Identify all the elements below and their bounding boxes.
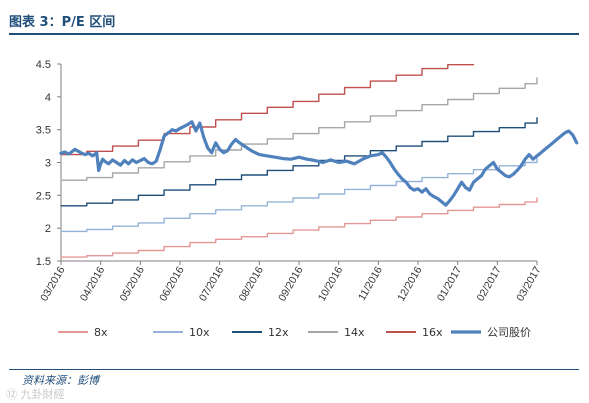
legend: 8x 10x 12x 14x 16x 公司股价 bbox=[58, 326, 531, 339]
series-line-3 bbox=[60, 77, 538, 181]
x-tick-label: 12/2016 bbox=[395, 264, 424, 303]
x-tick-label: 07/2016 bbox=[197, 264, 226, 303]
y-tick-label: 3 bbox=[45, 158, 51, 170]
y-tick-label: 3.5 bbox=[36, 125, 51, 137]
y-tick-label: 2 bbox=[45, 223, 51, 235]
series-line-0 bbox=[60, 197, 538, 258]
series-line-2 bbox=[60, 117, 538, 207]
title-divider bbox=[9, 33, 579, 35]
series-lines bbox=[59, 64, 579, 258]
x-tick-label: 09/2016 bbox=[276, 264, 305, 303]
x-tick-label: 02/2017 bbox=[475, 264, 504, 303]
figure-title: 图表 3：P/E 区间 bbox=[9, 15, 116, 30]
pe-band-chart: 1.5 2 2.5 3 3.5 4 4.5 03/2016 04/2016 05/2016 06/2… bbox=[36, 59, 579, 339]
legend-label-1: 10x bbox=[189, 326, 210, 339]
y-tick-label: 4.5 bbox=[36, 59, 51, 71]
axes: 1.5 2 2.5 3 3.5 4 4.5 03/2016 04/2016 05/2016 06/2… bbox=[36, 59, 544, 303]
x-tick-label: 03/2017 bbox=[514, 264, 543, 303]
source-note: 资料来源：彭博 bbox=[22, 374, 99, 387]
series-line-4 bbox=[60, 64, 475, 156]
source-divider bbox=[9, 369, 579, 370]
legend-label-3: 14x bbox=[344, 326, 365, 339]
legend-label-0: 8x bbox=[94, 326, 108, 339]
x-tick-label: 11/2016 bbox=[356, 264, 385, 302]
watermark-logo: ⑫ 九卦財經 bbox=[6, 388, 65, 401]
x-tick-label: 01/2017 bbox=[435, 264, 464, 303]
y-tick-label: 4 bbox=[45, 92, 51, 104]
series-line-1 bbox=[60, 157, 538, 233]
y-tick-label: 1.5 bbox=[36, 256, 51, 268]
legend-label-2: 12x bbox=[268, 326, 289, 339]
x-tick-label: 06/2016 bbox=[157, 264, 186, 303]
x-tick-label: 08/2016 bbox=[237, 264, 266, 303]
x-tick-label: 04/2016 bbox=[78, 264, 107, 303]
x-tick-label: 10/2016 bbox=[316, 264, 345, 303]
x-tick-label: 03/2016 bbox=[38, 264, 67, 303]
x-tick-label: 05/2016 bbox=[118, 264, 147, 303]
series-line-5 bbox=[59, 120, 579, 207]
legend-label-4: 16x bbox=[422, 326, 443, 339]
legend-label-5: 公司股价 bbox=[487, 326, 531, 339]
y-tick-label: 2.5 bbox=[36, 190, 51, 202]
